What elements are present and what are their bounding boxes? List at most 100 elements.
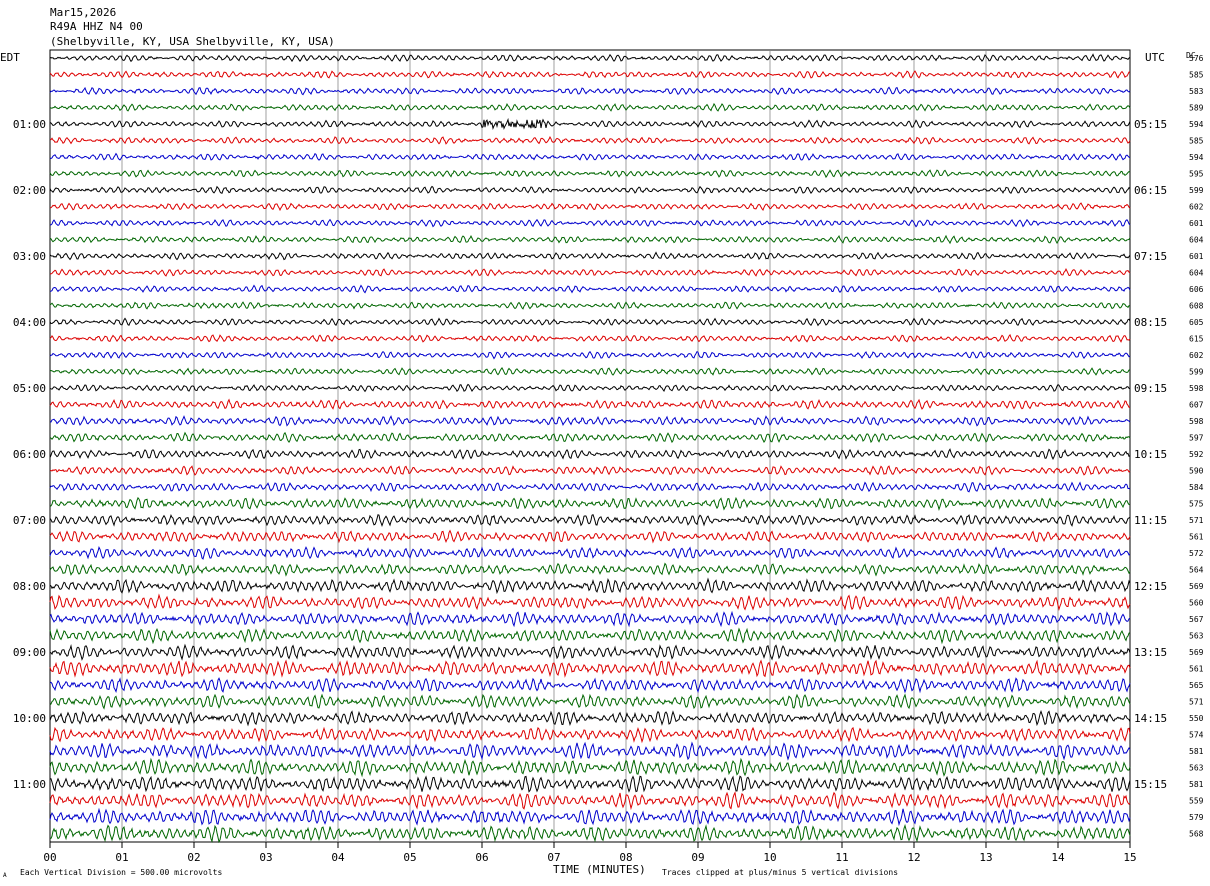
- left-hour-label: 08:00: [13, 580, 46, 593]
- seismic-trace: [49, 562, 1131, 577]
- header-location: (Shelbyville, KY, USA Shelbyville, KY, U…: [50, 35, 335, 48]
- dc-value-label: 581: [1189, 780, 1204, 789]
- seismic-traces: [49, 53, 1131, 844]
- right-hour-label: 12:15: [1134, 580, 1167, 593]
- left-timezone-label: EDT: [0, 51, 20, 64]
- right-hour-label: 11:15: [1134, 514, 1167, 527]
- right-hour-label: 05:15: [1134, 118, 1167, 131]
- seismic-trace: [49, 350, 1131, 360]
- seismic-trace: [49, 70, 1131, 79]
- seismic-trace: [49, 301, 1131, 310]
- seismic-trace: [49, 383, 1131, 393]
- dc-value-label: 585: [1189, 71, 1204, 80]
- x-tick-label: 03: [259, 851, 272, 864]
- seismic-trace: [49, 86, 1131, 96]
- dc-value-label: 559: [1189, 797, 1204, 806]
- dc-value-label: 560: [1189, 599, 1204, 608]
- seismic-trace: [49, 659, 1131, 678]
- seismic-trace: [49, 234, 1131, 245]
- dc-value-label: 571: [1189, 516, 1204, 525]
- x-tick-label: 13: [979, 851, 992, 864]
- dc-value-label: 585: [1189, 137, 1204, 146]
- right-hour-label: 14:15: [1134, 712, 1167, 725]
- dc-value-label: 595: [1189, 170, 1204, 179]
- dc-value-label: 604: [1189, 269, 1204, 278]
- left-hour-label: 11:00: [13, 778, 46, 791]
- dc-value-label: 601: [1189, 219, 1204, 228]
- right-hour-label: 08:15: [1134, 316, 1167, 329]
- right-timezone-label: UTC: [1145, 51, 1165, 64]
- x-tick-label: 11: [835, 851, 848, 864]
- dc-value-label: 579: [1189, 813, 1204, 822]
- seismic-trace: [49, 152, 1131, 161]
- seismic-trace: [49, 251, 1131, 261]
- seismic-trace: [49, 496, 1131, 512]
- seismic-trace: [49, 593, 1131, 612]
- x-tick-label: 06: [475, 851, 488, 864]
- x-tick-label: 14: [1051, 851, 1065, 864]
- left-hour-label: 05:00: [13, 382, 46, 395]
- dc-value-label: 589: [1189, 104, 1204, 113]
- dc-value-label: 568: [1189, 830, 1204, 839]
- seismic-trace: [49, 643, 1131, 661]
- seismic-trace: [49, 117, 1131, 131]
- dc-value-label: 561: [1189, 665, 1204, 674]
- seismic-trace: [49, 757, 1131, 778]
- left-hour-label: 06:00: [13, 448, 46, 461]
- dc-value-label: 594: [1189, 153, 1204, 162]
- dc-value-label: 567: [1189, 615, 1204, 624]
- dc-value-label: 584: [1189, 483, 1204, 492]
- header-date: Mar15,2026: [50, 6, 116, 19]
- dc-value-label: 575: [1189, 500, 1204, 509]
- seismic-trace: [49, 102, 1131, 112]
- left-hour-label: 03:00: [13, 250, 46, 263]
- dc-value-label: 565: [1189, 681, 1204, 690]
- seismic-trace: [49, 136, 1131, 145]
- x-tick-label: 07: [547, 851, 560, 864]
- x-axis-ticks: 00 01 02 03 04 05 06 07 08 09 10 11 12 13 14 15: [43, 842, 1137, 864]
- dc-value-label: 598: [1189, 417, 1204, 426]
- dc-value-label: 563: [1189, 764, 1204, 773]
- seismic-trace: [49, 53, 1131, 63]
- seismic-trace: [49, 791, 1131, 811]
- x-tick-label: 00: [43, 851, 56, 864]
- seismic-trace: [49, 333, 1131, 343]
- dc-value-label: 592: [1189, 450, 1204, 459]
- dc-value-label: 572: [1189, 549, 1204, 558]
- seismic-trace: [49, 169, 1131, 179]
- dc-value-label: 607: [1189, 401, 1204, 410]
- right-hour-label: 06:15: [1134, 184, 1167, 197]
- right-hour-label: 13:15: [1134, 646, 1167, 659]
- x-tick-label: 02: [187, 851, 200, 864]
- dc-value-label: 599: [1189, 368, 1204, 377]
- dc-value-label: 594: [1189, 120, 1204, 129]
- dc-value-label: 599: [1189, 186, 1204, 195]
- seismic-trace: [49, 807, 1131, 827]
- dc-header: DC: [1186, 51, 1196, 60]
- dc-value-label: 597: [1189, 434, 1204, 443]
- plot-frame: [49, 49, 1131, 843]
- x-tick-label: 09: [691, 851, 704, 864]
- plot-grid: [49, 49, 1131, 843]
- dc-value-label: 602: [1189, 203, 1204, 212]
- left-hour-label: 01:00: [13, 118, 46, 131]
- dc-value-label: 564: [1189, 566, 1204, 575]
- x-tick-label: 05: [403, 851, 416, 864]
- dc-value-label: 574: [1189, 731, 1204, 740]
- right-hour-label: 07:15: [1134, 250, 1167, 263]
- seismic-trace: [49, 726, 1131, 744]
- seismic-trace: [49, 627, 1131, 645]
- seismic-trace: [49, 185, 1131, 195]
- dc-value-label: 601: [1189, 252, 1204, 261]
- dc-value-label: 608: [1189, 302, 1204, 311]
- footer-left-note: Each Vertical Division = 500.00 microvol…: [20, 868, 222, 877]
- dc-value-label: 583: [1189, 87, 1204, 96]
- left-hour-label: 07:00: [13, 514, 46, 527]
- x-axis-title: TIME (MINUTES): [553, 863, 646, 876]
- header-station: R49A HHZ N4 00: [50, 20, 143, 33]
- x-tick-label: 01: [115, 851, 128, 864]
- left-hour-label: 10:00: [13, 712, 46, 725]
- x-tick-label: 15: [1123, 851, 1136, 864]
- seismic-trace: [49, 693, 1131, 710]
